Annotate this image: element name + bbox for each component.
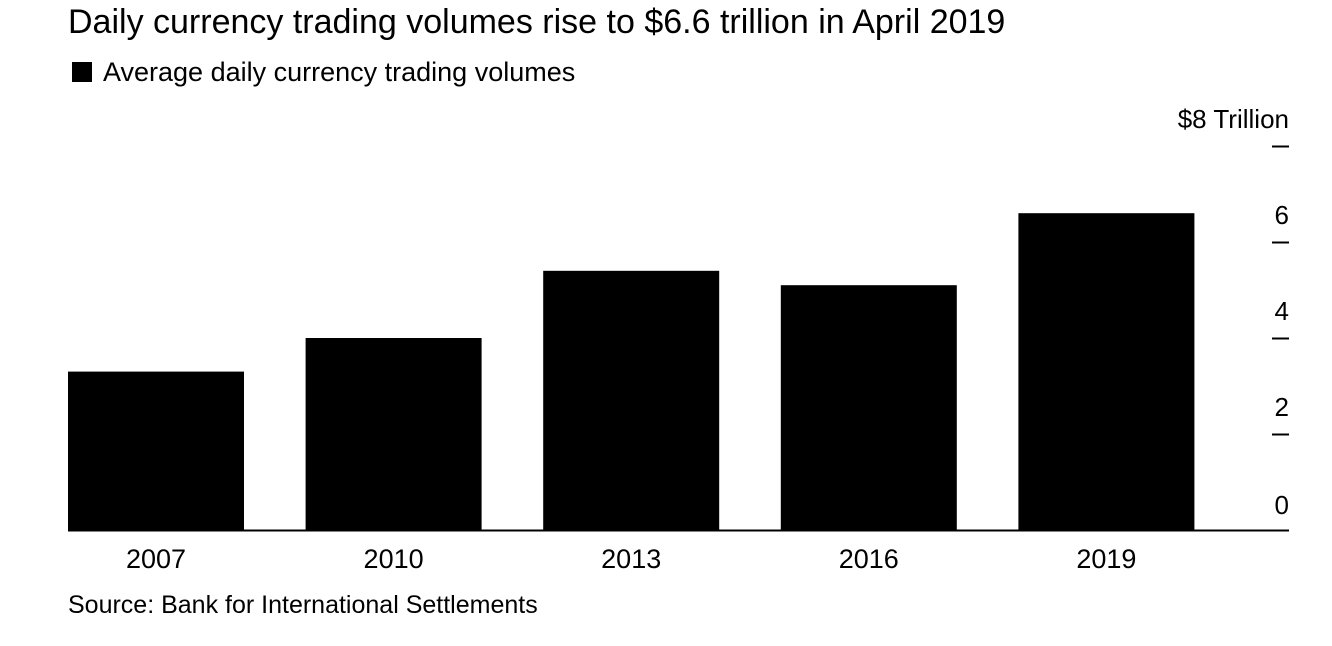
- legend-swatch: [72, 62, 92, 82]
- x-tick-label-2013: 2013: [601, 544, 661, 574]
- x-axis: 2007 2010 2013 2016 2019: [68, 529, 1289, 574]
- legend-label: Average daily currency trading volumes: [103, 57, 576, 87]
- y-axis: 0 2 4 6 $8 Trillion: [1178, 104, 1289, 520]
- bars-layer: [68, 213, 1195, 530]
- y-tick-label-8: $8 Trillion: [1178, 104, 1289, 134]
- y-tick-label-0: 0: [1275, 490, 1289, 520]
- x-tick-label-2019: 2019: [1076, 544, 1136, 574]
- bar-2007: [68, 371, 244, 530]
- y-tick-label-6: 6: [1275, 200, 1289, 230]
- x-tick-label-2016: 2016: [839, 544, 899, 574]
- bar-2016: [780, 285, 957, 530]
- bar-2010: [305, 338, 482, 530]
- x-tick-label-2010: 2010: [364, 544, 424, 574]
- source-note: Source: Bank for International Settlemen…: [68, 591, 538, 619]
- chart-title: Daily currency trading volumes rise to $…: [68, 3, 1006, 41]
- x-tick-label-2007: 2007: [126, 544, 186, 574]
- y-tick-label-2: 2: [1275, 392, 1289, 422]
- y-tick-label-4: 4: [1275, 296, 1289, 326]
- bar-2019: [1018, 213, 1195, 530]
- legend: Average daily currency trading volumes: [72, 56, 575, 88]
- bar-2013: [543, 270, 720, 530]
